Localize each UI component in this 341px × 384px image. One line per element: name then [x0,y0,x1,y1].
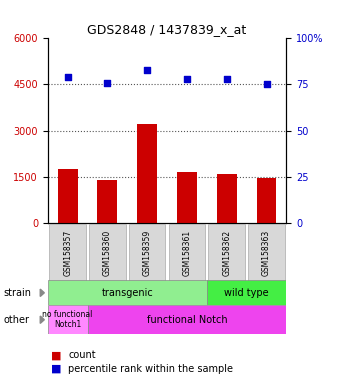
Text: strain: strain [3,288,31,298]
Text: other: other [3,315,29,325]
Bar [98,180,117,223]
Text: ■: ■ [51,364,62,374]
FancyBboxPatch shape [49,224,86,281]
Text: percentile rank within the sample: percentile rank within the sample [68,364,233,374]
FancyBboxPatch shape [88,305,286,334]
Text: GSM158361: GSM158361 [182,229,192,276]
Text: GSM158360: GSM158360 [103,229,112,276]
FancyBboxPatch shape [248,224,285,281]
Text: functional Notch: functional Notch [147,315,227,325]
Text: count: count [68,350,96,360]
Bar [256,178,277,223]
Point [105,79,110,86]
Text: GSM158357: GSM158357 [63,229,72,276]
Point [224,76,229,82]
Title: GDS2848 / 1437839_x_at: GDS2848 / 1437839_x_at [87,23,247,36]
FancyBboxPatch shape [48,280,207,305]
FancyBboxPatch shape [207,280,286,305]
Polygon shape [40,289,44,296]
FancyBboxPatch shape [208,224,245,281]
FancyBboxPatch shape [48,305,88,334]
FancyBboxPatch shape [169,224,205,281]
Bar [58,169,77,223]
Text: GSM158362: GSM158362 [222,229,231,276]
FancyBboxPatch shape [129,224,165,281]
FancyBboxPatch shape [89,224,126,281]
Point [145,67,150,73]
Text: ■: ■ [51,350,62,360]
Bar [137,124,157,223]
Bar [177,172,197,223]
Point [264,81,269,88]
Polygon shape [40,316,44,323]
Bar [217,174,237,223]
Text: no functional
Notch1: no functional Notch1 [42,310,93,329]
Text: GSM158359: GSM158359 [143,229,152,276]
Point [65,74,70,80]
Text: GSM158363: GSM158363 [262,229,271,276]
Point [184,76,190,82]
Text: transgenic: transgenic [101,288,153,298]
Text: wild type: wild type [224,288,269,298]
